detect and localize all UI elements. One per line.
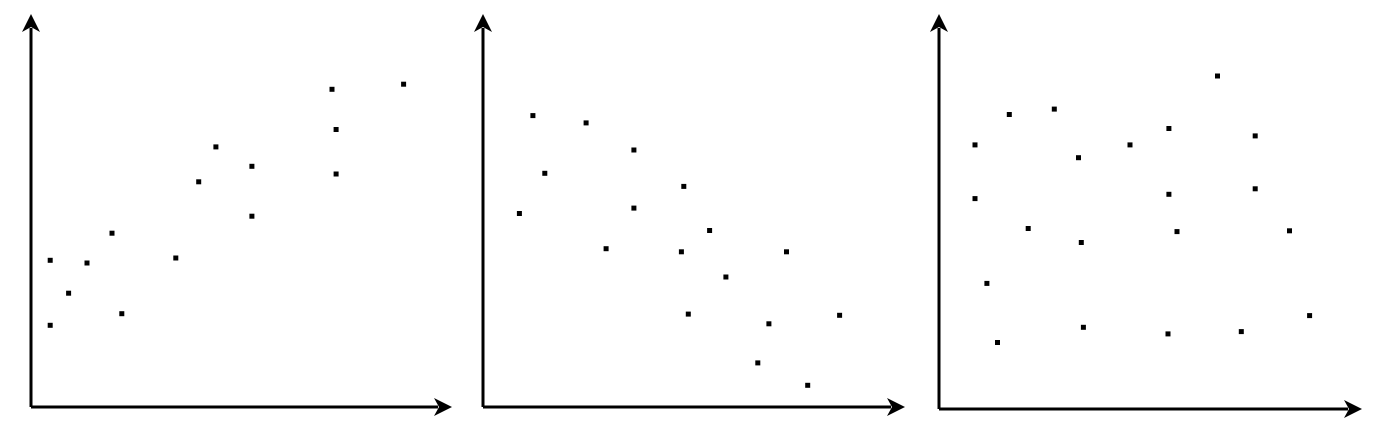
y-axis-arrowhead xyxy=(930,14,948,32)
data-point xyxy=(1006,112,1012,117)
data-point xyxy=(837,312,843,318)
data-point xyxy=(1287,228,1292,234)
data-point xyxy=(972,142,978,148)
data-point xyxy=(1215,73,1220,79)
data-point xyxy=(723,274,729,280)
data-point xyxy=(84,260,90,266)
data-point xyxy=(1252,186,1258,192)
data-point xyxy=(1238,329,1244,335)
data-point xyxy=(1078,240,1084,245)
x-axis-arrowhead xyxy=(1344,400,1362,418)
scatter-plot-1 xyxy=(22,14,452,416)
y-axis-arrowhead xyxy=(22,14,40,32)
data-point xyxy=(66,290,72,296)
data-point xyxy=(119,311,125,317)
data-point xyxy=(784,249,789,255)
data-point xyxy=(972,196,978,202)
x-axis-arrowhead xyxy=(434,398,452,416)
data-point xyxy=(755,360,761,366)
data-point xyxy=(995,340,1000,345)
data-point xyxy=(631,147,637,153)
data-point xyxy=(196,179,202,185)
data-point xyxy=(1166,191,1172,197)
data-point xyxy=(1252,133,1258,139)
data-point xyxy=(47,257,53,263)
x-axis-arrowhead xyxy=(887,398,905,416)
data-point xyxy=(685,311,691,317)
y-axis-arrowhead xyxy=(474,14,492,32)
data-point xyxy=(603,246,609,252)
data-point xyxy=(1025,226,1031,231)
data-point xyxy=(47,322,53,328)
data-point xyxy=(249,163,255,169)
data-point xyxy=(1174,229,1180,235)
data-point xyxy=(401,81,407,87)
data-point xyxy=(681,183,687,189)
data-point xyxy=(1166,126,1172,131)
scatter-plot-3 xyxy=(930,14,1362,418)
data-point xyxy=(530,113,536,119)
data-point xyxy=(631,205,637,211)
data-point xyxy=(1076,155,1081,161)
data-point xyxy=(249,213,255,219)
data-point xyxy=(678,249,684,255)
data-point xyxy=(173,255,179,261)
data-point xyxy=(1051,106,1057,112)
data-point xyxy=(329,86,335,92)
data-point xyxy=(1307,313,1313,319)
scatter-plot-2 xyxy=(474,14,905,416)
data-point xyxy=(516,211,522,216)
data-point xyxy=(1080,324,1086,330)
data-point xyxy=(805,382,811,388)
data-point xyxy=(766,321,772,327)
data-point xyxy=(333,127,339,132)
data-point xyxy=(542,170,548,176)
data-point xyxy=(984,280,990,286)
data-point xyxy=(583,120,589,126)
data-point xyxy=(1165,331,1171,337)
data-point xyxy=(213,144,219,150)
data-point xyxy=(333,171,339,177)
data-point xyxy=(1127,142,1133,148)
data-point xyxy=(707,228,713,233)
data-point xyxy=(109,230,115,236)
